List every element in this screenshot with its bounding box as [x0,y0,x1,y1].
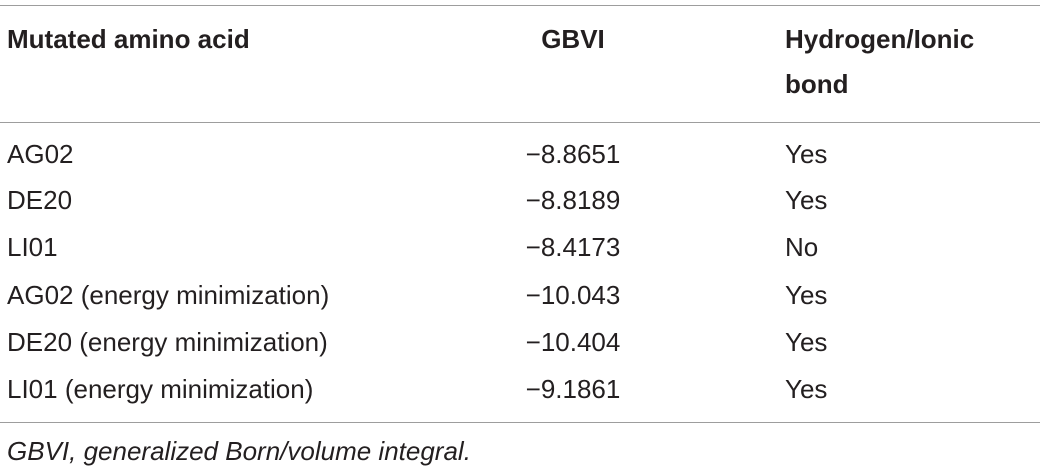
cell-gbvi: −9.1861 [525,374,621,404]
table-top-rule [0,5,1040,6]
cell-amino-acid: AG02 (energy minimization) [7,280,330,310]
header-mutated-amino-acid: Mutated amino acid [7,24,250,54]
table-header-rule [0,122,1040,123]
cell-amino-acid: DE20 [7,185,73,215]
header-hydrogen-ionic-bond: Hydrogen/Ionic bond [785,24,975,99]
cell-amino-acid: LI01 [7,232,58,262]
table-bottom-rule [0,422,1040,423]
cell-bond: Yes [785,280,828,310]
cell-gbvi: −10.404 [525,327,621,357]
cell-amino-acid: DE20 (energy minimization) [7,327,328,357]
cell-amino-acid: AG02 [7,139,74,169]
cell-amino-acid: LI01 (energy minimization) [7,374,314,404]
cell-gbvi: −10.043 [525,280,621,310]
cell-bond: Yes [785,327,828,357]
cell-bond: Yes [785,139,828,169]
cell-gbvi: −8.8651 [525,139,621,169]
cell-bond: Yes [785,374,828,404]
table-footnote: GBVI, generalized Born/volume integral. [7,436,471,466]
cell-gbvi: −8.8189 [525,185,621,215]
cell-bond: No [785,232,819,262]
header-gbvi: GBVI [541,24,605,54]
cell-gbvi: −8.4173 [525,232,621,262]
cell-bond: Yes [785,185,828,215]
